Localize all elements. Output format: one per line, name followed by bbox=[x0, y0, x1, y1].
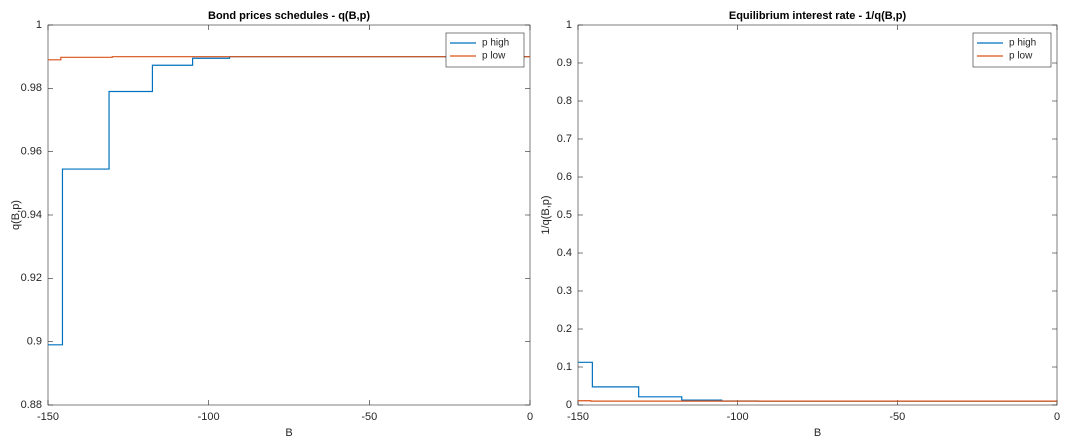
y-tick-label: 0.7 bbox=[557, 133, 572, 145]
y-axis-label: 1/q(B,p) bbox=[540, 195, 552, 234]
legend-label: p high bbox=[482, 38, 509, 49]
y-tick-label: 0.92 bbox=[21, 272, 42, 284]
y-tick-label: 0.9 bbox=[557, 57, 572, 69]
chart-title: Bond prices schedules - q(B,p) bbox=[208, 10, 370, 22]
x-tick-label: -100 bbox=[727, 411, 749, 423]
series-line bbox=[48, 56, 530, 346]
x-tick-label: -100 bbox=[198, 411, 220, 423]
axes-box bbox=[577, 24, 1058, 406]
y-tick-label: 0.8 bbox=[557, 95, 572, 107]
y-tick-label: 0.1 bbox=[557, 361, 572, 373]
y-tick-label: 0.4 bbox=[557, 247, 572, 259]
subplot: 0 0.1 0.2 0.3 0.4 0.5 0.6 0.7 0.8 0.9 1 -150 -100 -50… bbox=[540, 10, 1060, 439]
y-tick-label: 0.6 bbox=[557, 171, 572, 183]
chart-title: Equilibrium interest rate - 1/q(B,p) bbox=[729, 10, 907, 22]
x-axis-label: B bbox=[814, 427, 821, 439]
x-tick-label: -50 bbox=[361, 411, 377, 423]
x-axis-label: B bbox=[285, 427, 292, 439]
axes-box bbox=[47, 24, 531, 406]
y-tick-label: 0.3 bbox=[557, 285, 572, 297]
x-tick-label: -150 bbox=[37, 411, 59, 423]
y-tick-label: 1 bbox=[36, 19, 42, 31]
legend-box bbox=[445, 32, 525, 68]
legend-box bbox=[972, 32, 1052, 68]
y-tick-label: 0.94 bbox=[21, 209, 42, 221]
x-tick-label: -50 bbox=[889, 411, 905, 423]
series-line bbox=[48, 56, 530, 61]
legend-label: p high bbox=[1009, 38, 1036, 49]
y-tick-label: 0.96 bbox=[21, 146, 42, 158]
legend-label: p low bbox=[482, 51, 506, 62]
subplot: 0.88 0.9 0.92 0.94 0.96 0.98 1 -150 -100 -50 0 Bond… bbox=[10, 10, 533, 439]
legend: p high p low bbox=[972, 32, 1052, 68]
x-tick-label: -150 bbox=[567, 411, 589, 423]
y-tick-label: 1 bbox=[566, 19, 572, 31]
x-tick-label: 0 bbox=[527, 411, 533, 423]
y-tick-label: 0.88 bbox=[21, 399, 42, 411]
y-axis-label: q(B,p) bbox=[10, 200, 22, 230]
legend-label: p low bbox=[1009, 51, 1033, 62]
y-tick-label: 0.5 bbox=[557, 209, 572, 221]
y-tick-label: 0.2 bbox=[557, 323, 572, 335]
y-tick-label: 0 bbox=[566, 399, 572, 411]
legend: p high p low bbox=[445, 32, 525, 68]
y-tick-label: 0.98 bbox=[21, 82, 42, 94]
y-tick-label: 0.9 bbox=[27, 336, 42, 348]
x-tick-label: 0 bbox=[1054, 411, 1060, 423]
